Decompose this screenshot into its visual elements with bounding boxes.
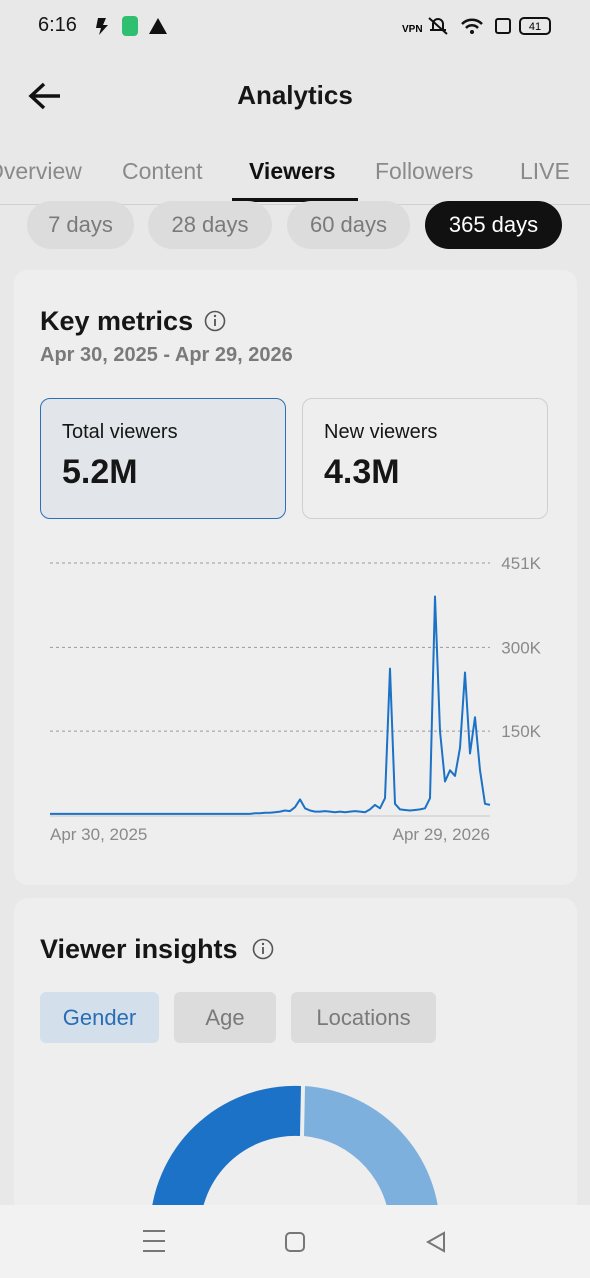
svg-text:VPN: VPN <box>402 24 423 35</box>
viewer-insights-title: Viewer insights <box>40 934 238 964</box>
period-pill[interactable]: 60 days <box>287 201 410 249</box>
donut-segment <box>304 1086 438 1205</box>
status-icons-left <box>96 16 167 36</box>
metric-value: 5.2M <box>62 453 138 491</box>
tab[interactable]: Overview <box>0 158 82 184</box>
x-tick-label: Apr 29, 2026 <box>393 825 490 844</box>
info-icon[interactable] <box>252 938 276 962</box>
key-metrics-card <box>14 270 577 885</box>
key-metrics-title: Key metrics <box>40 306 194 336</box>
y-tick-label: 451K <box>501 554 541 573</box>
home-button[interactable] <box>285 1232 305 1252</box>
back-nav-button[interactable] <box>425 1231 445 1253</box>
gender-donut <box>152 1085 438 1205</box>
donut-segment <box>152 1085 301 1205</box>
battery-level: 41 <box>529 21 541 33</box>
status-icons-right: VPN 41 <box>402 17 551 35</box>
tab[interactable]: LIVE <box>520 158 570 184</box>
tab[interactable]: Viewers <box>249 158 336 184</box>
line-chart: 150K 300K 451K Apr 30, 2025 Apr 29, 2026 <box>50 554 542 844</box>
y-tick-label: 300K <box>501 638 541 657</box>
period-pill[interactable]: 365 days <box>425 201 562 249</box>
status-time: 6:16 <box>38 14 77 36</box>
insight-tab[interactable]: Gender <box>40 992 159 1043</box>
tab[interactable]: Followers <box>375 158 474 184</box>
tab[interactable]: Content <box>122 158 203 184</box>
nav-bar <box>0 1205 590 1278</box>
info-icon[interactable] <box>204 310 228 334</box>
header-title: Analytics <box>237 80 353 110</box>
back-button[interactable] <box>26 80 66 112</box>
metric-card[interactable]: Total viewers 5.2M <box>40 398 286 519</box>
nav-icons <box>143 1230 445 1253</box>
metric-value: 4.3M <box>324 453 400 491</box>
x-tick-label: Apr 30, 2025 <box>50 825 147 844</box>
menu-button[interactable] <box>143 1230 165 1252</box>
metric-label: New viewers <box>324 421 438 443</box>
y-tick-label: 150K <box>501 722 541 741</box>
period-pill[interactable]: 7 days <box>27 201 134 249</box>
divider <box>0 204 590 205</box>
period-pill[interactable]: 28 days <box>148 201 272 249</box>
metric-card[interactable]: New viewers 4.3M <box>302 398 548 519</box>
date-range: Apr 30, 2025 - Apr 29, 2026 <box>40 344 293 366</box>
insight-tab[interactable]: Age <box>174 992 276 1043</box>
tab-underline <box>232 198 358 202</box>
data-line <box>50 595 491 815</box>
insight-tab[interactable]: Locations <box>291 992 436 1043</box>
metric-label: Total viewers <box>62 421 178 443</box>
